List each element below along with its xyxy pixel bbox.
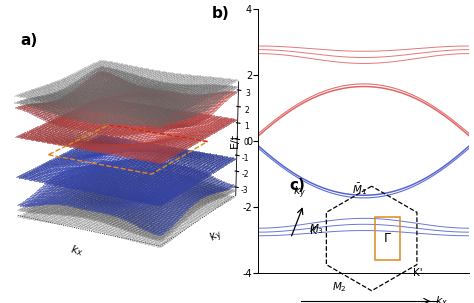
Text: c): c) [289, 178, 305, 193]
Text: K: K [310, 226, 317, 236]
Text: $k_x$: $k_x$ [436, 294, 448, 303]
Y-axis label: E/t: E/t [229, 133, 239, 148]
X-axis label: $k_x$: $k_x$ [69, 242, 85, 258]
Text: a): a) [20, 33, 37, 48]
Text: $\Gamma$: $\Gamma$ [383, 232, 392, 245]
Text: $k_y$: $k_y$ [293, 185, 306, 201]
Text: $M_3$: $M_3$ [309, 222, 324, 236]
Text: K': K' [413, 268, 423, 278]
Text: $\bar{M}_1$: $\bar{M}_1$ [352, 181, 367, 197]
Bar [375, 217, 401, 260]
Text: b): b) [212, 6, 230, 22]
Text: $M_2$: $M_2$ [332, 280, 346, 294]
Y-axis label: $k_y$: $k_y$ [207, 226, 227, 247]
